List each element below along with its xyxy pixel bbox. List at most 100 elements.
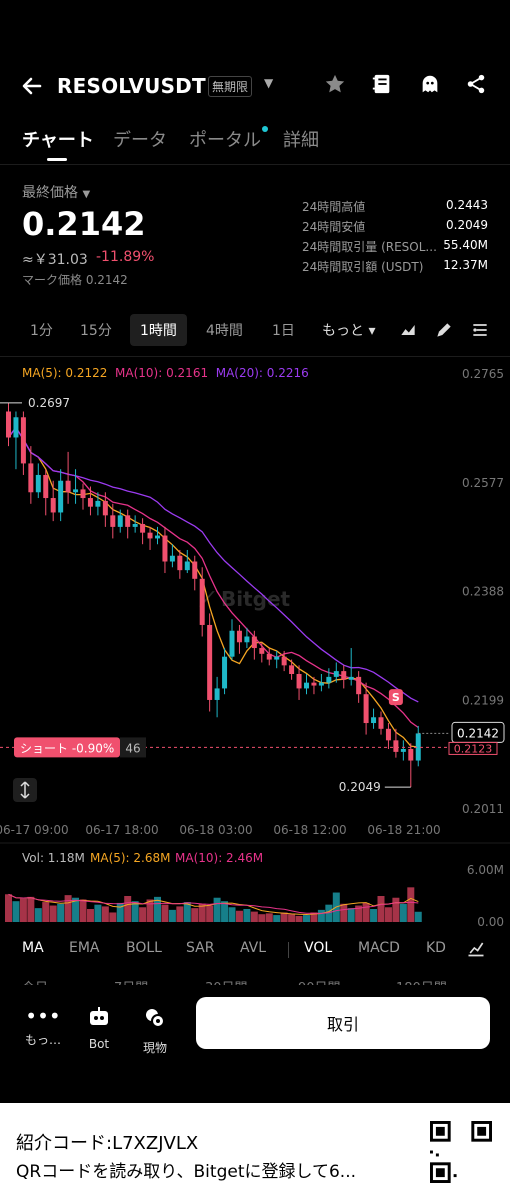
scale-toggle-arrows — [20, 781, 30, 799]
chart-style-icon[interactable] — [396, 318, 420, 342]
volume-bar — [131, 901, 139, 922]
volume-bar — [399, 903, 407, 922]
volume-bar — [250, 911, 258, 922]
indicator-chart-icon[interactable] — [464, 936, 488, 960]
notification-dot — [262, 126, 268, 132]
qr-module — [430, 1150, 433, 1154]
volume-bar — [377, 896, 385, 922]
ghost-icon[interactable] — [418, 72, 442, 96]
star-icon[interactable] — [323, 72, 347, 96]
qr-module — [435, 1153, 439, 1157]
tab-data[interactable]: データ — [113, 130, 167, 151]
volume-bar — [116, 902, 124, 922]
candle-body — [356, 676, 362, 695]
stat-label: 24時間安値 — [302, 220, 366, 234]
notebook-icon[interactable] — [370, 72, 394, 96]
volume-bar — [384, 907, 392, 922]
indicator-avl[interactable]: AVL — [240, 940, 267, 956]
stat-label: 24時間取引額 (USDT) — [302, 260, 424, 274]
fiat-price: ≈￥31.03 — [22, 252, 88, 268]
mark-price: マーク価格 0.2142 — [22, 273, 128, 287]
tab-portal[interactable]: ポータル — [189, 130, 261, 151]
indicator-kd[interactable]: KD — [426, 940, 446, 956]
indicator-sar[interactable]: SAR — [186, 940, 215, 956]
short-count-tag — [120, 737, 146, 758]
candle-body — [318, 682, 324, 686]
volume-bar — [347, 908, 355, 922]
sub-price-value: 0.2123 — [454, 742, 493, 755]
price-change: -11.89% — [96, 249, 155, 265]
candle-body — [28, 463, 34, 493]
draw-tool-icon[interactable] — [432, 318, 456, 342]
candle-body — [385, 728, 391, 741]
tab-details[interactable]: 詳細 — [283, 130, 319, 151]
candle-body — [236, 630, 242, 643]
candle-body — [50, 498, 56, 513]
y-tick-label: 0.2199 — [462, 693, 504, 707]
indicator-ema[interactable]: EMA — [69, 940, 100, 956]
candle-body — [65, 480, 71, 493]
more-label: もっ… — [24, 1033, 61, 1047]
high-marker-label: 0.2697 — [28, 396, 70, 410]
volume-bar — [146, 899, 154, 922]
candle-body — [110, 515, 116, 527]
candle-body — [371, 717, 377, 724]
candle-body — [251, 636, 257, 649]
candle-body — [95, 500, 101, 507]
qr-code — [430, 1121, 492, 1183]
referral-banner: 紹介コード:L7XZJVLX QRコードを読み取り、Bitgetに登録して6..… — [0, 1103, 510, 1200]
short-position-label: ショート -0.90% — [20, 741, 114, 755]
indicator-tabs: MA EMA BOLL SAR AVL VOL MACD KD — [0, 938, 510, 960]
candle-body — [58, 480, 64, 513]
indicator-boll[interactable]: BOLL — [126, 940, 162, 956]
candle-body — [147, 532, 153, 539]
volume-bar — [340, 903, 348, 922]
interval-1d[interactable]: 1日 — [272, 323, 295, 339]
sell-signal-marker — [388, 689, 403, 706]
candle-body — [184, 561, 190, 571]
volume-bar — [228, 907, 236, 922]
ma10-legend: MA(10): 0.2161 — [115, 366, 209, 380]
stat-label: 24時間取引量 (RESOL... — [302, 240, 437, 254]
interval-4h[interactable]: 4時間 — [206, 323, 243, 339]
volume-bar — [258, 914, 266, 922]
interval-15m[interactable]: 15分 — [80, 323, 112, 339]
volume-bar — [243, 909, 251, 922]
y-tick-label: 0.2388 — [462, 585, 504, 599]
interval-more[interactable]: もっと ▾ — [322, 323, 376, 339]
volume-bar — [161, 904, 169, 922]
candle-body — [363, 694, 369, 724]
volume-bar — [221, 901, 229, 922]
candle-body — [43, 474, 49, 499]
trade-button[interactable]: 取引 — [196, 997, 490, 1049]
indicator-settings-icon[interactable] — [468, 318, 492, 342]
candle-body — [281, 656, 287, 666]
candle-body — [259, 648, 265, 654]
tab-chart[interactable]: チャート — [22, 130, 94, 151]
last-price-label[interactable]: 最終価格 ▼ — [22, 185, 91, 201]
back-arrow-icon[interactable] — [20, 74, 44, 105]
volume-bar — [109, 912, 117, 922]
indicator-ma[interactable]: MA — [22, 940, 44, 956]
indicator-vol[interactable]: VOL — [304, 940, 333, 956]
indicator-macd[interactable]: MACD — [358, 940, 400, 956]
caret-down-icon[interactable]: ▼ — [264, 76, 274, 90]
interval-1m[interactable]: 1分 — [30, 323, 53, 339]
share-icon[interactable] — [464, 72, 488, 96]
candle-body — [162, 535, 168, 562]
volume-bar — [57, 903, 65, 922]
more-button[interactable]: ••• もっ… — [18, 1006, 68, 1048]
candle-body — [192, 561, 198, 579]
perpetual-badge: 無期限 — [208, 76, 253, 97]
interval-1h[interactable]: 1時間 — [130, 314, 187, 346]
volume-bar — [101, 906, 109, 922]
volume-bar — [213, 897, 221, 922]
divider — [0, 356, 510, 357]
symbol-title[interactable]: RESOLVUSDT — [57, 74, 206, 98]
spot-button[interactable]: 現物 — [130, 1007, 180, 1056]
bot-button[interactable]: Bot — [74, 1007, 124, 1051]
x-tick-label: 06-17 09:00 — [0, 823, 69, 837]
volume-bar — [86, 909, 94, 922]
divider — [0, 164, 510, 165]
